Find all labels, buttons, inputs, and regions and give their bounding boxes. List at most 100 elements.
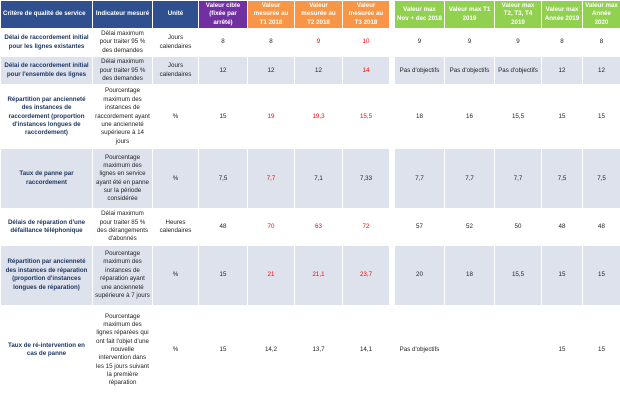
column-header: Indicateur mesuré (92, 0, 153, 30)
value-cell: 15,5 (494, 84, 542, 150)
unit-cell: Heures calendaires (152, 208, 199, 246)
criterion-cell: Taux de ré-intervention en cas de panne (0, 304, 93, 396)
table-row: Délai de raccordement initial pour les l… (0, 28, 620, 58)
value-cell: 18 (394, 84, 445, 150)
value-cell: 16 (444, 84, 495, 150)
column-header: Valeur max Année 2020 (582, 0, 620, 30)
value-cell: 9 (294, 28, 343, 58)
value-cell: 15 (582, 84, 620, 150)
table-row: Délai de raccordement initial pour l'ens… (0, 56, 620, 86)
value-cell: 48 (541, 208, 583, 246)
value-cell: 15 (541, 304, 583, 396)
value-cell: 7,1 (294, 148, 343, 210)
value-cell: 12 (541, 56, 583, 86)
value-cell: 12 (294, 56, 343, 86)
indicator-cell: Délai maximum pour traiter 95 % des dema… (92, 28, 153, 58)
column-header: Valeur max Nov + dec 2018 (394, 0, 445, 30)
criterion-cell: Répartition par ancienneté des instances… (0, 84, 93, 150)
value-cell: 48 (582, 208, 620, 246)
column-header: Valeur mesurée au T3 2018 (342, 0, 390, 30)
indicator-cell: Pourcentage maximum des lignes réparées … (92, 304, 153, 396)
value-cell: 7,7 (444, 148, 495, 210)
value-cell: 72 (342, 208, 390, 246)
unit-cell: % (152, 148, 199, 210)
value-cell: 12 (582, 56, 620, 86)
value-cell: 13,7 (294, 304, 343, 396)
value-cell: 15 (541, 244, 583, 306)
value-cell: 50 (494, 208, 542, 246)
value-cell: 9 (494, 28, 542, 58)
value-cell: 15,5 (494, 244, 542, 306)
criterion-cell: Délai de raccordement initial pour les l… (0, 28, 93, 58)
value-cell: 7,7 (394, 148, 445, 210)
value-cell: 19,3 (294, 84, 343, 150)
value-cell: Pas d'objectifs (394, 56, 445, 86)
value-cell: 7,5 (541, 148, 583, 210)
column-header: Valeur max T2, T3, T4 2019 (494, 0, 542, 30)
value-cell: 19 (247, 84, 295, 150)
criterion-cell: Délais de réparation d'une défaillance t… (0, 208, 93, 246)
value-cell: 10 (342, 28, 390, 58)
value-cell: 15 (198, 244, 248, 306)
value-cell: 8 (541, 28, 583, 58)
value-cell: 9 (444, 28, 495, 58)
value-cell (444, 304, 495, 396)
value-cell: 7,5 (198, 148, 248, 210)
table-row: Répartition par ancienneté des instances… (0, 84, 620, 150)
value-cell: 14,2 (247, 304, 295, 396)
value-cell: 8 (198, 28, 248, 58)
value-cell: 7,7 (247, 148, 295, 210)
value-cell: 15,5 (342, 84, 390, 150)
criterion-cell: Délai de raccordement initial pour l'ens… (0, 56, 93, 86)
value-cell: 15 (541, 84, 583, 150)
column-header: Critère de qualité de service (0, 0, 93, 30)
table-row: Taux de panne par raccordement Pourcentag… (0, 148, 620, 210)
indicator-cell: Pourcentage maximum des instances de rép… (92, 244, 153, 306)
value-cell: 15 (582, 244, 620, 306)
value-cell: 20 (394, 244, 445, 306)
unit-cell: Jours calendaires (152, 56, 199, 86)
value-cell: 52 (444, 208, 495, 246)
value-cell: 23,7 (342, 244, 390, 306)
value-cell: 8 (247, 28, 295, 58)
indicator-cell: Pourcentage maximum des instances de rac… (92, 84, 153, 150)
indicator-cell: Délai maximum pour traiter 85 % des déra… (92, 208, 153, 246)
value-cell: 7,7 (494, 148, 542, 210)
value-cell: 8 (582, 28, 620, 58)
criterion-cell: Répartition par ancienneté des instances… (0, 244, 93, 306)
column-header: Valeur max Année 2019 (541, 0, 583, 30)
column-header: Valeur mesurée au T2 2018 (294, 0, 343, 30)
unit-cell: Jours calendaires (152, 28, 199, 58)
value-cell: 7,33 (342, 148, 390, 210)
table-row: Taux de ré-intervention en cas de panne P… (0, 304, 620, 396)
value-cell: 15 (582, 304, 620, 396)
value-cell: 21,1 (294, 244, 343, 306)
value-cell (494, 304, 542, 396)
value-cell: 12 (198, 56, 248, 86)
unit-cell: % (152, 244, 199, 306)
value-cell: 18 (444, 244, 495, 306)
column-header: Valeur cible (fixée par arrêté) (198, 0, 248, 30)
value-cell: Pas d'objectifs (494, 56, 542, 86)
indicator-cell: Délai maximum pour traiter 95 % des dema… (92, 56, 153, 86)
value-cell: 7,5 (582, 148, 620, 210)
value-cell: Pas d'objectifs (444, 56, 495, 86)
column-header: Valeur mesurée au T1 2018 (247, 0, 295, 30)
indicator-cell: Pourcentage maximum des lignes en servic… (92, 148, 153, 210)
value-cell: 15 (198, 84, 248, 150)
column-header: Unité (152, 0, 199, 30)
value-cell: 12 (247, 56, 295, 86)
value-cell: 14,1 (342, 304, 390, 396)
value-cell: 9 (394, 28, 445, 58)
criterion-cell: Taux de panne par raccordement (0, 148, 93, 210)
column-header: Valeur max T1 2019 (444, 0, 495, 30)
unit-cell: % (152, 84, 199, 150)
value-cell: Pas d'objectifs (394, 304, 445, 396)
value-cell: 57 (394, 208, 445, 246)
table-row: Délais de réparation d'une défaillance t… (0, 208, 620, 246)
value-cell: 63 (294, 208, 343, 246)
table-row: Répartition par ancienneté des instances… (0, 244, 620, 306)
value-cell: 48 (198, 208, 248, 246)
value-cell: 14 (342, 56, 390, 86)
